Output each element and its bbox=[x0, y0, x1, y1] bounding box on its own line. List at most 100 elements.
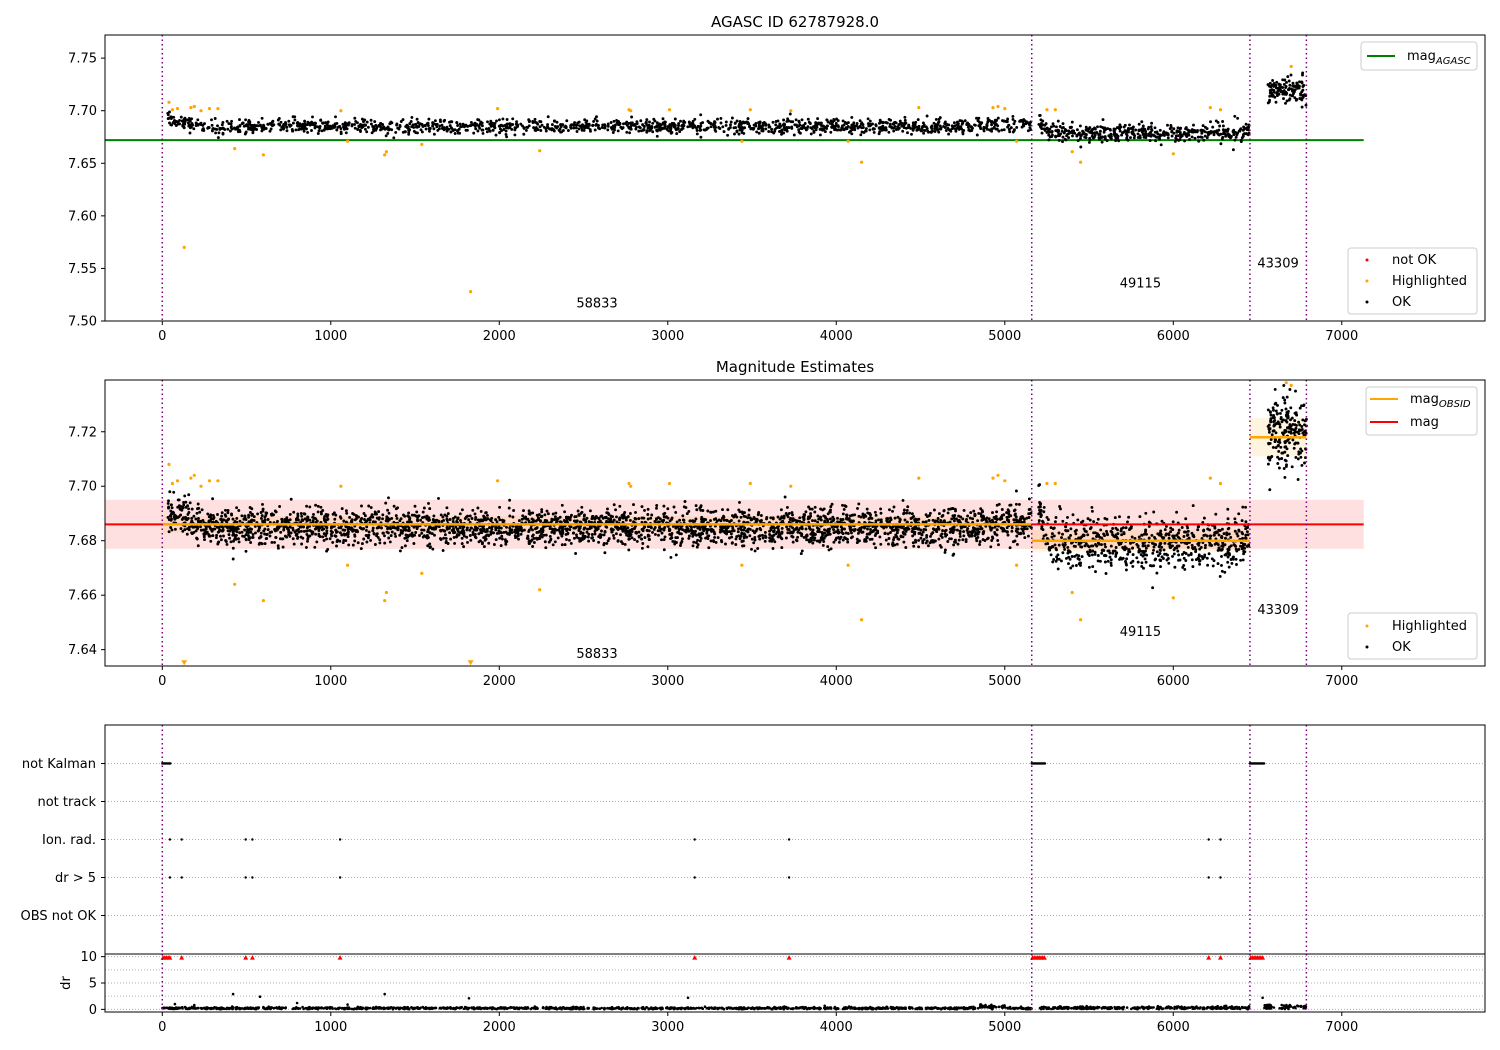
ok-point bbox=[355, 514, 358, 518]
ok-point bbox=[923, 129, 927, 132]
ok-point bbox=[251, 533, 255, 536]
ok-point bbox=[589, 526, 593, 530]
ok-point bbox=[339, 130, 343, 134]
ok-point bbox=[1153, 126, 1157, 130]
x-tick-label: 3000 bbox=[651, 329, 684, 344]
ok-point bbox=[738, 500, 741, 504]
ok-point bbox=[314, 532, 318, 536]
ok-point bbox=[390, 530, 394, 534]
ok-point bbox=[594, 123, 598, 127]
ok-point bbox=[516, 530, 520, 534]
ok-point bbox=[569, 126, 573, 130]
ok-point bbox=[1012, 122, 1016, 126]
ok-point bbox=[263, 518, 267, 522]
ok-point bbox=[1149, 134, 1153, 138]
ok-point bbox=[306, 539, 309, 543]
ok-point bbox=[692, 525, 696, 529]
ok-point bbox=[938, 543, 942, 547]
ok-point bbox=[1014, 502, 1018, 506]
ok-point bbox=[508, 514, 512, 518]
ok-point bbox=[285, 125, 289, 129]
ok-point bbox=[1287, 79, 1291, 83]
ok-point bbox=[220, 123, 224, 127]
ok-point bbox=[471, 123, 475, 127]
ok-point bbox=[251, 124, 254, 127]
ok-point bbox=[377, 516, 381, 520]
ok-point bbox=[646, 126, 650, 130]
ok-point bbox=[301, 122, 305, 126]
ok-point bbox=[550, 517, 554, 521]
ok-point bbox=[1057, 133, 1061, 137]
ok-point bbox=[353, 534, 357, 538]
ok-point bbox=[583, 118, 587, 122]
ok-point bbox=[770, 127, 774, 131]
ok-point bbox=[991, 511, 994, 515]
ok-point bbox=[1123, 129, 1127, 133]
ok-point bbox=[474, 515, 478, 519]
ok-point bbox=[601, 516, 605, 520]
legend-not-ok-marker bbox=[1365, 258, 1369, 262]
ok-point bbox=[780, 546, 784, 550]
ok-point bbox=[325, 537, 329, 541]
ok-point bbox=[628, 512, 632, 515]
ok-point bbox=[273, 509, 277, 513]
ok-point bbox=[383, 541, 387, 545]
ok-point bbox=[364, 533, 368, 537]
ok-point bbox=[501, 117, 505, 121]
panel-agasc-highlighted-points bbox=[167, 64, 1293, 294]
ok-point bbox=[979, 127, 983, 131]
ok-point bbox=[497, 118, 501, 122]
ok-point bbox=[605, 525, 609, 529]
ok-point bbox=[893, 125, 897, 128]
ok-point bbox=[609, 514, 613, 518]
ok-point bbox=[300, 514, 304, 518]
ok-point bbox=[1027, 497, 1031, 501]
ok-point bbox=[373, 543, 377, 546]
highlighted-point bbox=[1289, 64, 1293, 69]
ok-point bbox=[915, 128, 919, 132]
ok-point bbox=[1278, 83, 1282, 87]
ok-point bbox=[771, 547, 775, 550]
ok-point bbox=[969, 511, 973, 515]
ok-point bbox=[1137, 122, 1141, 126]
ok-point bbox=[1266, 101, 1270, 105]
ok-point bbox=[733, 132, 736, 136]
ok-point bbox=[187, 117, 191, 120]
ok-point bbox=[877, 126, 881, 130]
ok-point bbox=[504, 542, 508, 546]
ok-point bbox=[222, 534, 225, 538]
ok-point bbox=[221, 132, 225, 136]
ok-point bbox=[485, 528, 489, 531]
ok-point bbox=[675, 132, 679, 136]
ok-point bbox=[601, 123, 605, 127]
ok-point bbox=[791, 540, 795, 544]
ok-point bbox=[367, 504, 371, 508]
ok-point bbox=[251, 535, 255, 539]
ok-point bbox=[401, 118, 405, 122]
ok-point bbox=[1212, 133, 1216, 137]
ok-point bbox=[1268, 88, 1272, 92]
ok-point bbox=[901, 535, 905, 539]
y-tick-label: 7.55 bbox=[68, 262, 97, 277]
ok-point bbox=[1211, 130, 1215, 134]
ok-point bbox=[365, 525, 369, 529]
ok-point bbox=[1081, 132, 1085, 136]
ok-point bbox=[1193, 136, 1197, 140]
x-tick-label: 1000 bbox=[314, 329, 347, 344]
ok-point bbox=[1134, 128, 1138, 132]
ok-point bbox=[515, 120, 519, 124]
ok-point bbox=[278, 123, 282, 127]
ok-point bbox=[1009, 514, 1013, 518]
ok-point bbox=[809, 132, 813, 136]
ok-point bbox=[588, 509, 592, 513]
ok-point bbox=[250, 507, 254, 511]
ok-point bbox=[248, 527, 252, 531]
ok-point bbox=[851, 535, 854, 539]
ok-point bbox=[564, 515, 568, 519]
ok-point bbox=[459, 519, 462, 522]
ok-point bbox=[752, 123, 756, 127]
ok-point bbox=[962, 525, 966, 529]
ok-point bbox=[904, 546, 908, 549]
ok-point bbox=[306, 130, 310, 134]
ok-point bbox=[683, 500, 687, 503]
